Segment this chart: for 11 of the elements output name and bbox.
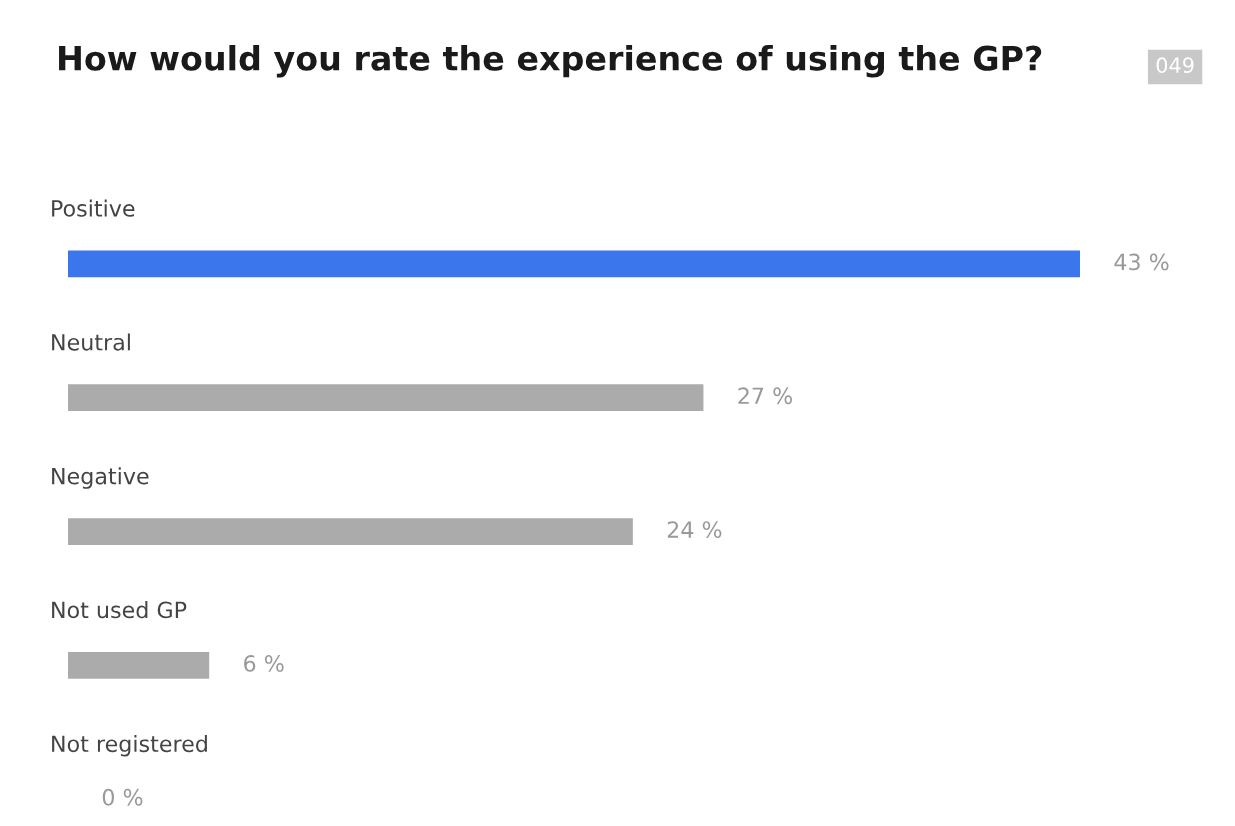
chart-title: How would you rate the experience of using the GP? — [59, 45, 1042, 78]
data-label: 6 % — [244, 655, 284, 672]
data-label: 27 % — [738, 387, 792, 405]
data-label: 43 % — [1114, 253, 1169, 271]
y-tick-label: Negative — [52, 467, 149, 489]
data-label: 24 % — [667, 521, 722, 539]
y-tick-label: Positive — [52, 199, 135, 217]
y-tick-label: Not used GP — [52, 601, 187, 619]
y-tick-label: Neutral — [52, 333, 130, 351]
data-label: 0 % — [102, 788, 143, 806]
y-tick-label: Not registered — [52, 734, 207, 757]
